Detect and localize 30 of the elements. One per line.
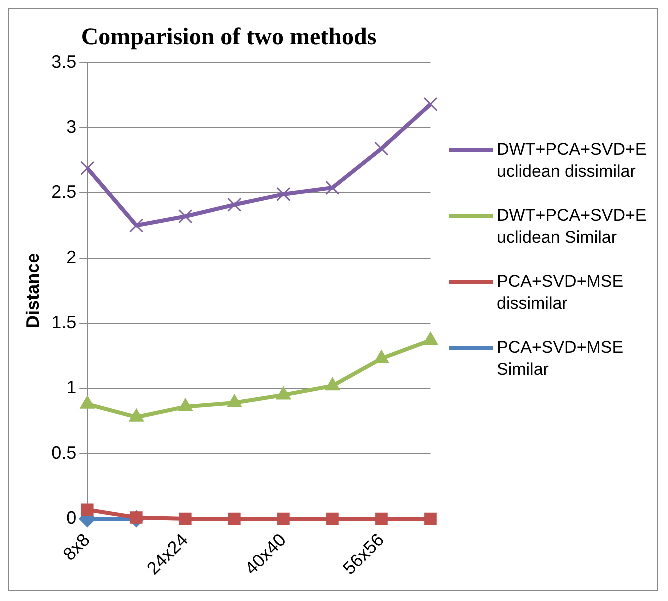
point xyxy=(374,142,389,156)
point xyxy=(326,512,339,526)
point xyxy=(278,512,290,526)
y-axis-title: Distance xyxy=(22,253,43,328)
legend-label: PCA+SVD+MSE dissimilar xyxy=(497,271,625,315)
point xyxy=(424,512,437,526)
y-tick-label: 3 xyxy=(66,116,77,137)
point xyxy=(80,161,95,176)
point xyxy=(276,187,291,202)
y-tick-label: 1.5 xyxy=(52,312,77,332)
legend-label: PCA+SVD+MSE Similar xyxy=(497,337,625,381)
point xyxy=(130,218,144,233)
y-tick-label: 3.5 xyxy=(52,52,77,72)
point xyxy=(179,512,192,526)
y-tick-label: 0 xyxy=(66,508,77,528)
y-tick-label: 2.5 xyxy=(52,182,77,202)
legend-label: DWT+PCA+SVD+Euclidean Similar xyxy=(497,205,647,249)
y-tick-label: 1 xyxy=(66,378,77,398)
point xyxy=(81,504,94,516)
point xyxy=(376,512,388,526)
y-tick-label: 2 xyxy=(66,247,77,268)
point xyxy=(178,210,193,224)
point xyxy=(228,512,241,526)
point xyxy=(326,180,340,196)
x-tick-label: 8x8 xyxy=(59,530,94,565)
point xyxy=(228,198,242,212)
legend-label: DWT+PCA+SVD+Euclidean dissimilar xyxy=(497,139,647,183)
point xyxy=(424,97,438,112)
chart-title: Comparision of two methods xyxy=(81,24,377,51)
y-tick-label: 0.5 xyxy=(52,442,77,463)
